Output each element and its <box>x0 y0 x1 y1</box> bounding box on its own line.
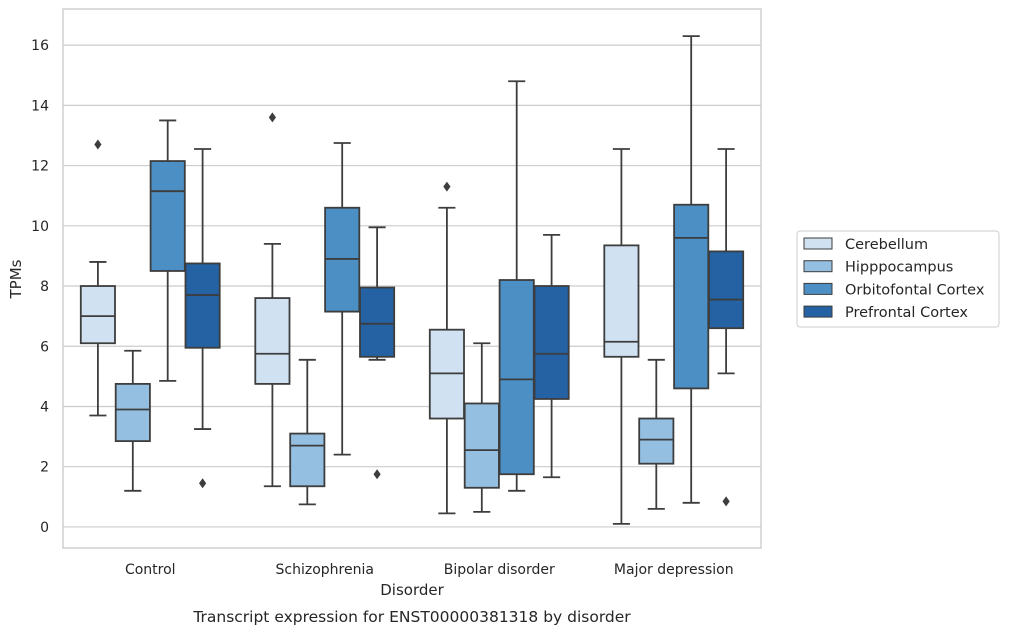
box-prefrontal-cortex-3 <box>533 233 570 479</box>
x-tick-label-4: Major depression <box>614 562 734 578</box>
x-tick-label-3: Bipolar disorder <box>444 562 555 578</box>
outlier-point-1 <box>94 139 102 150</box>
y-tick-label-8: 8 <box>40 279 49 295</box>
legend: Cerebellum Hipppocampus Orbitofontal Corte… <box>796 230 1000 328</box>
box-body <box>603 244 640 358</box>
chart-caption: Transcript expression for ENST0000038131… <box>192 608 631 626</box>
x-tick-labels: Control Schizophrenia Bipolar disorder Majo… <box>125 562 734 578</box>
y-tick-label-0: 0 <box>40 520 49 536</box>
y-tick-label-14: 14 <box>31 98 49 114</box>
box-body <box>463 402 500 489</box>
legend-items: Cerebellum Hipppocampus Orbitofontal Corte… <box>803 237 985 321</box>
box-body <box>79 285 116 345</box>
box-orbitofontal-cortex-3 <box>498 80 535 492</box>
box-body <box>289 432 326 488</box>
legend-swatch-2 <box>803 260 833 273</box>
x-tick-label-2: Schizophrenia <box>276 562 374 578</box>
box-body <box>359 286 396 358</box>
box-cerebellum-3 <box>428 181 465 515</box>
legend-label-1: Cerebellum <box>845 237 928 253</box>
box-body <box>708 250 745 330</box>
box-cerebellum-2 <box>254 112 291 488</box>
box-prefrontal-cortex-4 <box>708 148 745 507</box>
box-body <box>533 285 570 400</box>
box-body <box>498 279 535 476</box>
legend-label-4: Prefrontal Cortex <box>845 305 968 321</box>
box-prefrontal-cortex-1 <box>184 148 221 489</box>
x-tick-label-1: Control <box>125 562 176 578</box>
legend-label-2: Hipppocampus <box>845 260 953 276</box>
y-tick-label-12: 12 <box>31 159 49 175</box>
legend-frame <box>796 230 1000 328</box>
box-orbitofontal-cortex-4 <box>673 35 710 504</box>
gridlines <box>63 44 761 528</box>
legend-swatch-3 <box>803 282 833 295</box>
y-tick-label-2: 2 <box>40 460 49 476</box>
boxes-layer <box>79 35 745 525</box>
box-hipppocampus-1 <box>114 349 151 492</box>
y-tick-label-10: 10 <box>31 219 49 235</box>
outlier-point-1 <box>268 112 276 123</box>
box-body <box>149 160 186 272</box>
outlier-point-1 <box>722 496 730 507</box>
box-orbitofontal-cortex-1 <box>149 119 186 382</box>
outlier-point-1 <box>443 181 451 192</box>
outlier-point-1 <box>199 478 207 489</box>
box-body <box>114 382 151 443</box>
y-tick-label-6: 6 <box>40 339 49 355</box>
box-body <box>638 417 675 465</box>
outlier-point-1 <box>373 469 381 480</box>
plot-frame <box>62 8 762 549</box>
y-tick-label-4: 4 <box>40 399 49 415</box>
box-body <box>184 262 221 349</box>
legend-swatch-1 <box>803 237 833 250</box>
box-cerebellum-1 <box>79 139 116 417</box>
y-tick-labels: 0 2 4 6 8 10 12 14 16 <box>31 38 49 536</box>
box-cerebellum-4 <box>603 148 640 525</box>
box-hipppocampus-4 <box>638 358 675 510</box>
box-orbitofontal-cortex-2 <box>324 142 361 456</box>
legend-swatch-4 <box>803 305 833 318</box>
y-tick-label-16: 16 <box>31 38 49 54</box>
box-body <box>673 203 710 390</box>
legend-label-3: Orbitofontal Cortex <box>845 282 985 298</box>
box-hipppocampus-2 <box>289 358 326 506</box>
box-prefrontal-cortex-2 <box>359 226 396 480</box>
y-axis-title: TPMs <box>7 259 25 299</box>
x-axis-title: Disorder <box>380 581 444 599</box>
box-body <box>254 297 291 385</box>
